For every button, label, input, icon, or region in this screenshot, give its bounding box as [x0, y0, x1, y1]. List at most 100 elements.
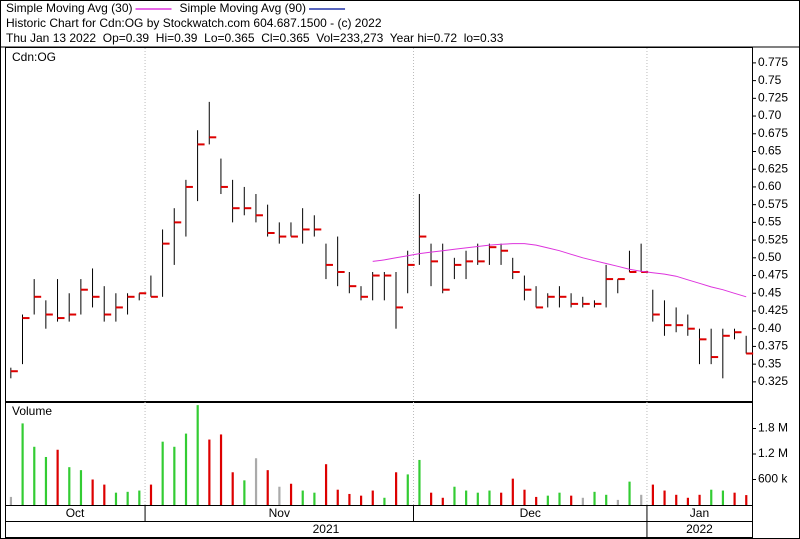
volume-bar — [348, 493, 351, 505]
volume-bar — [488, 490, 491, 505]
y-tick-label: 0.325 — [758, 374, 788, 388]
volume-bar — [126, 491, 129, 505]
y-tick-label: 1.8 M — [758, 421, 788, 435]
volume-bar — [161, 441, 164, 505]
y-tick-label: 0.475 — [758, 268, 788, 282]
volume-bar — [371, 490, 374, 505]
volume-bar — [103, 484, 106, 505]
volume-bar — [593, 491, 596, 505]
year-label: 2022 — [686, 522, 713, 536]
volume-bar — [558, 492, 561, 505]
volume-bar — [313, 492, 316, 505]
volume-bar — [44, 456, 48, 505]
volume-bar — [441, 497, 444, 505]
volume-bar — [184, 433, 188, 505]
volume-bar — [745, 495, 748, 505]
y-tick-label: 0.55 — [758, 215, 782, 229]
volume-bar — [476, 492, 479, 505]
moving-average-line — [372, 243, 747, 298]
volume-bar — [289, 483, 293, 505]
volume-label: Volume — [12, 404, 52, 418]
volume-bar — [68, 467, 71, 505]
volume-panel — [5, 402, 753, 506]
volume-bar — [149, 484, 153, 505]
y-tick-label: 0.725 — [758, 90, 788, 104]
y-tick-label: 0.575 — [758, 197, 788, 211]
y-tick-label: 0.40 — [758, 321, 782, 335]
y-tick-label: 600 k — [758, 472, 788, 486]
volume-bar — [453, 486, 456, 505]
volume-bar — [138, 490, 141, 505]
legend-label: Simple Moving Avg (30) — [6, 1, 133, 15]
year-label: 2021 — [313, 522, 340, 536]
volume-bar — [500, 492, 503, 505]
y-tick-label: 0.625 — [758, 161, 788, 175]
chart-subtitle: Thu Jan 13 2022 Op=0.39 Hi=0.39 Lo=0.365… — [6, 31, 504, 45]
volume-bar — [173, 446, 176, 505]
year-row — [5, 521, 753, 538]
volume-bar — [336, 489, 339, 505]
price-panel — [5, 47, 753, 402]
volume-bar — [698, 494, 701, 505]
volume-bar — [33, 446, 36, 505]
volume-bar — [523, 489, 526, 505]
volume-bar — [430, 492, 433, 505]
volume-bar — [686, 497, 690, 505]
volume-bar — [418, 459, 421, 505]
month-label: Dec — [520, 506, 541, 520]
volume-bar — [675, 494, 678, 505]
volume-bar — [266, 470, 269, 505]
volume-bar — [114, 492, 118, 505]
volume-bar — [465, 490, 468, 505]
y-tick-label: 0.675 — [758, 126, 788, 140]
month-label: Jan — [690, 506, 709, 520]
y-tick-label: 0.50 — [758, 250, 782, 264]
volume-bar — [21, 423, 24, 505]
y-tick-label: 0.425 — [758, 303, 788, 317]
volume-bar — [546, 495, 549, 505]
volume-bar — [733, 492, 736, 505]
volume-bar — [605, 494, 608, 505]
y-tick-label: 0.375 — [758, 339, 788, 353]
volume-bar — [640, 494, 643, 505]
legend-label: Simple Moving Avg (90) — [180, 1, 307, 15]
volume-bar — [324, 464, 328, 505]
volume-bar — [511, 478, 514, 505]
y-tick-label: 0.65 — [758, 144, 782, 158]
volume-bar — [196, 405, 199, 505]
volume-bar — [278, 486, 281, 505]
volume-bar — [570, 495, 573, 505]
y-tick-label: 0.45 — [758, 285, 782, 299]
month-row — [5, 505, 753, 522]
volume-bar — [9, 496, 13, 505]
y-tick-label: 0.60 — [758, 179, 782, 193]
volume-bar — [91, 479, 94, 505]
y-tick-label: 0.75 — [758, 73, 782, 87]
volume-bar — [383, 497, 386, 505]
volume-bar — [651, 484, 654, 505]
volume-bar — [628, 481, 631, 505]
volume-bar — [406, 474, 409, 505]
y-tick-label: 0.525 — [758, 232, 788, 246]
y-tick-label: 1.2 M — [758, 446, 788, 460]
volume-bar — [219, 434, 223, 505]
y-tick-label: 0.775 — [758, 55, 788, 69]
volume-bar — [616, 499, 619, 505]
volume-bar — [301, 490, 304, 505]
volume-bar — [663, 490, 666, 505]
volume-bar — [254, 458, 258, 505]
volume-bar — [395, 472, 398, 505]
volume-bar — [79, 470, 83, 505]
y-tick-label: 0.70 — [758, 108, 782, 122]
volume-bar — [231, 472, 234, 505]
volume-bar — [710, 489, 713, 505]
month-label: Oct — [66, 506, 85, 520]
volume-bar — [56, 449, 59, 505]
volume-bar — [535, 496, 538, 505]
volume-bar — [721, 490, 725, 505]
volume-bar — [359, 495, 363, 505]
volume-bar — [581, 497, 584, 505]
symbol-label: Cdn:OG — [12, 50, 56, 64]
